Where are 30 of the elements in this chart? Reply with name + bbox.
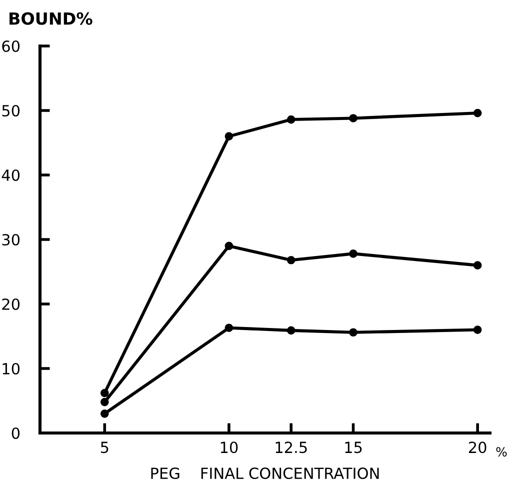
point	[349, 328, 358, 337]
point	[473, 261, 482, 270]
point	[100, 398, 109, 406]
y-tick-label: 30	[2, 234, 20, 246]
x-tick-label: 10	[220, 442, 238, 454]
point	[286, 256, 296, 264]
point	[224, 132, 234, 140]
y-tick-label: 10	[2, 362, 20, 375]
y-tick-label: 60	[2, 40, 20, 52]
point	[473, 108, 482, 118]
point	[100, 388, 109, 398]
y-tick-label: 20	[2, 298, 20, 310]
y-tick-label: 0	[12, 427, 20, 440]
point	[286, 326, 296, 335]
point	[473, 326, 482, 334]
point	[224, 324, 234, 332]
text: %	[496, 447, 507, 457]
y-tick-label: 40	[2, 169, 20, 182]
x-axis-title: PEG FINAL CONCENTRATION	[151, 468, 379, 480]
point	[286, 115, 296, 124]
x-tick-label: 20	[468, 442, 486, 454]
point	[349, 250, 358, 258]
point	[349, 114, 358, 122]
point	[100, 409, 109, 418]
x-tick-label: 12.5	[276, 442, 307, 454]
y-tick-label: 50	[2, 104, 20, 117]
x-tick-label: 5	[100, 442, 108, 454]
point	[224, 242, 234, 250]
y-axis-title: BOUND%	[10, 12, 92, 25]
x-tick-label: 15	[345, 442, 362, 454]
